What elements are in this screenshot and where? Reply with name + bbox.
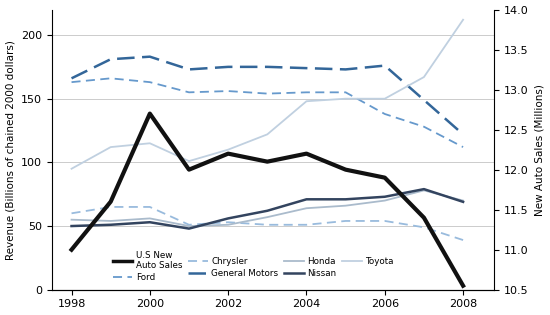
Y-axis label: New Auto Sales (Millions): New Auto Sales (Millions) — [535, 84, 544, 215]
Legend: U.S New
Auto Sales, Ford, Chrysler, General Motors, Honda, Nissan, Toyota: U.S New Auto Sales, Ford, Chrysler, Gene… — [109, 247, 397, 285]
Y-axis label: Revenue (Billions of chained 2000 dollars): Revenue (Billions of chained 2000 dollar… — [6, 40, 15, 260]
